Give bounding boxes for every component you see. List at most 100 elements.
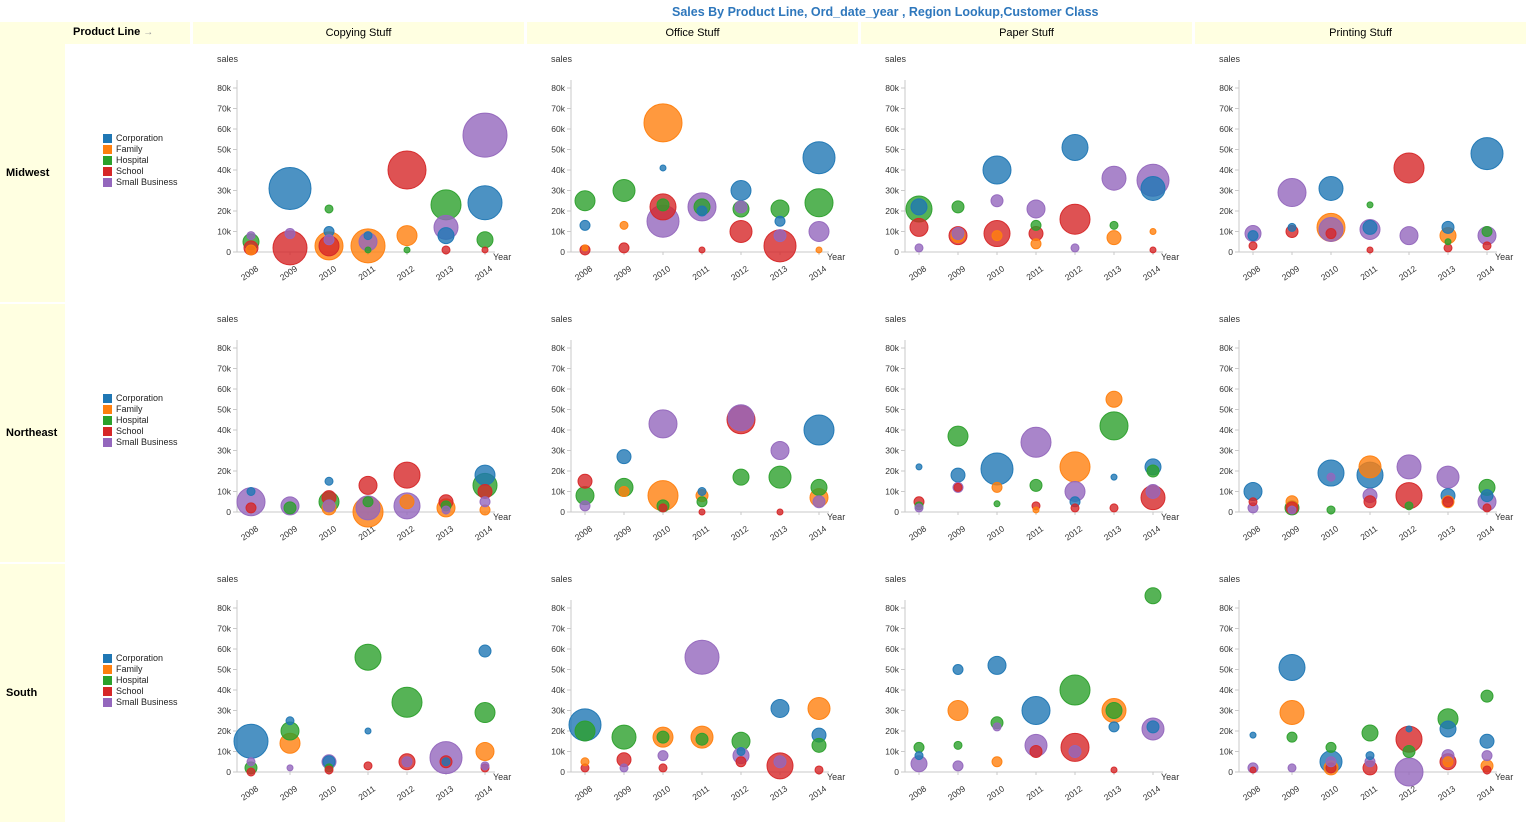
bubble-school-2011[interactable] [363, 761, 373, 771]
bubble-small-business-2011[interactable] [684, 639, 720, 675]
legend-item-small-business[interactable]: Small Business [103, 697, 193, 707]
legend-item-small-business[interactable]: Small Business [103, 437, 193, 447]
bubble-small-business-2008[interactable] [914, 503, 924, 513]
bubble-corporation-2008[interactable] [233, 723, 269, 759]
bubble-family-2009[interactable] [618, 486, 630, 497]
bubble-hospital-2012[interactable] [1402, 745, 1416, 758]
bubble-school-2009[interactable] [618, 242, 630, 254]
bubble-school-2010[interactable] [658, 503, 668, 513]
bubble-corporation-2014[interactable] [802, 141, 836, 175]
bubble-hospital-2011[interactable] [1366, 201, 1374, 209]
bubble-school-2014[interactable] [814, 765, 824, 775]
legend-item-small-business[interactable]: Small Business [103, 177, 193, 187]
bubble-corporation-2008[interactable] [579, 219, 591, 231]
bubble-hospital-2011[interactable] [362, 496, 374, 508]
bubble-hospital-2008[interactable] [574, 720, 596, 742]
bubble-school-2011[interactable] [1029, 745, 1043, 758]
bubble-family-2011[interactable] [1032, 506, 1040, 514]
bubble-small-business-2014[interactable] [480, 761, 490, 771]
bubble-hospital-2009[interactable] [611, 724, 637, 750]
bubble-small-business-2012[interactable] [1396, 454, 1422, 480]
bubble-family-2009[interactable] [1279, 700, 1305, 726]
legend-item-school[interactable]: School [103, 426, 193, 436]
bubble-hospital-2011[interactable] [1029, 478, 1043, 492]
bubble-small-business-2013[interactable] [1436, 465, 1460, 489]
legend-item-hospital[interactable]: Hospital [103, 155, 193, 165]
bubble-corporation-2012[interactable] [730, 180, 752, 201]
bubble-hospital-2010[interactable] [993, 500, 1001, 508]
bubble-school-2011[interactable] [698, 246, 706, 254]
bubble-small-business-2009[interactable] [284, 228, 296, 240]
legend-item-corporation[interactable]: Corporation [103, 653, 193, 663]
bubble-small-business-2011[interactable] [355, 495, 381, 521]
bubble-hospital-2014[interactable] [810, 478, 828, 496]
bubble-small-business-2009[interactable] [1287, 763, 1297, 773]
bubble-small-business-2012[interactable] [1068, 745, 1082, 758]
bubble-corporation-2008[interactable] [914, 751, 924, 761]
bubble-hospital-2010[interactable] [1325, 741, 1337, 753]
bubble-school-2014[interactable] [1482, 765, 1492, 775]
bubble-corporation-2014[interactable] [474, 464, 496, 486]
bubble-corporation-2009[interactable] [952, 664, 964, 675]
bubble-school-2008[interactable] [245, 502, 257, 514]
legend-item-family[interactable]: Family [103, 404, 193, 414]
bubble-small-business-2011[interactable] [1020, 426, 1052, 458]
bubble-corporation-2014[interactable] [1479, 733, 1495, 749]
bubble-small-business-2010[interactable] [657, 750, 669, 762]
legend-item-school[interactable]: School [103, 166, 193, 176]
bubble-corporation-2013[interactable] [770, 698, 790, 718]
bubble-hospital-2010[interactable] [1326, 505, 1336, 515]
bubble-hospital-2011[interactable] [696, 496, 708, 508]
bubble-corporation-2009[interactable] [950, 467, 966, 483]
bubble-hospital-2008[interactable] [574, 190, 596, 212]
bubble-school-2009[interactable] [953, 482, 963, 492]
bubble-corporation-2009[interactable] [1278, 653, 1306, 681]
bubble-corporation-2008[interactable] [1247, 230, 1259, 242]
bubble-school-2012[interactable] [1070, 503, 1080, 513]
legend-item-hospital[interactable]: Hospital [103, 415, 193, 425]
bubble-school-2012[interactable] [387, 150, 427, 190]
bubble-school-2008[interactable] [246, 767, 256, 777]
bubble-small-business-2010[interactable] [990, 194, 1004, 208]
bubble-small-business-2013[interactable] [773, 229, 787, 243]
bubble-hospital-2009[interactable] [283, 501, 297, 515]
bubble-small-business-2012[interactable] [401, 756, 413, 768]
bubble-school-2012[interactable] [729, 220, 753, 243]
bubble-hospital-2008[interactable] [913, 741, 925, 753]
bubble-small-business-2008[interactable] [579, 500, 591, 512]
bubble-small-business-2008[interactable] [914, 243, 924, 253]
bubble-hospital-2014[interactable] [1480, 689, 1494, 703]
bubble-school-2008[interactable] [577, 473, 593, 489]
bubble-corporation-2010[interactable] [1318, 175, 1344, 201]
bubble-corporation-2008[interactable] [915, 463, 923, 471]
bubble-small-business-2010[interactable] [648, 409, 678, 439]
bubble-small-business-2012[interactable] [1070, 243, 1080, 253]
bubble-family-2008[interactable] [580, 757, 590, 767]
bubble-corporation-2014[interactable] [1470, 137, 1504, 171]
bubble-corporation-2013[interactable] [1441, 220, 1455, 234]
bubble-hospital-2014[interactable] [804, 188, 834, 218]
bubble-school-2010[interactable] [658, 763, 668, 773]
bubble-hospital-2013[interactable] [1109, 220, 1119, 230]
bubble-corporation-2010[interactable] [982, 155, 1012, 185]
bubble-corporation-2009[interactable] [285, 716, 295, 726]
bubble-family-2014[interactable] [475, 742, 495, 761]
bubble-school-2011[interactable] [358, 475, 378, 495]
bubble-corporation-2013[interactable] [441, 757, 451, 767]
bubble-corporation-2013[interactable] [1110, 473, 1118, 481]
bubble-hospital-2009[interactable] [947, 425, 969, 447]
bubble-corporation-2011[interactable] [1021, 696, 1051, 725]
bubble-small-business-2014[interactable] [479, 496, 491, 508]
legend-item-corporation[interactable]: Corporation [103, 393, 193, 403]
bubble-small-business-2014[interactable] [1481, 750, 1493, 762]
bubble-family-2008[interactable] [581, 244, 589, 252]
bubble-school-2013[interactable] [776, 508, 784, 516]
bubble-corporation-2008[interactable] [1249, 731, 1257, 739]
bubble-small-business-2012[interactable] [727, 404, 755, 432]
bubble-small-business-2010[interactable] [323, 234, 335, 246]
bubble-school-2012[interactable] [393, 461, 421, 489]
bubble-small-business-2013[interactable] [770, 441, 790, 460]
bubble-small-business-2008[interactable] [246, 231, 256, 241]
bubble-school-2013[interactable] [1110, 766, 1118, 774]
bubble-school-2012[interactable] [1393, 152, 1425, 184]
